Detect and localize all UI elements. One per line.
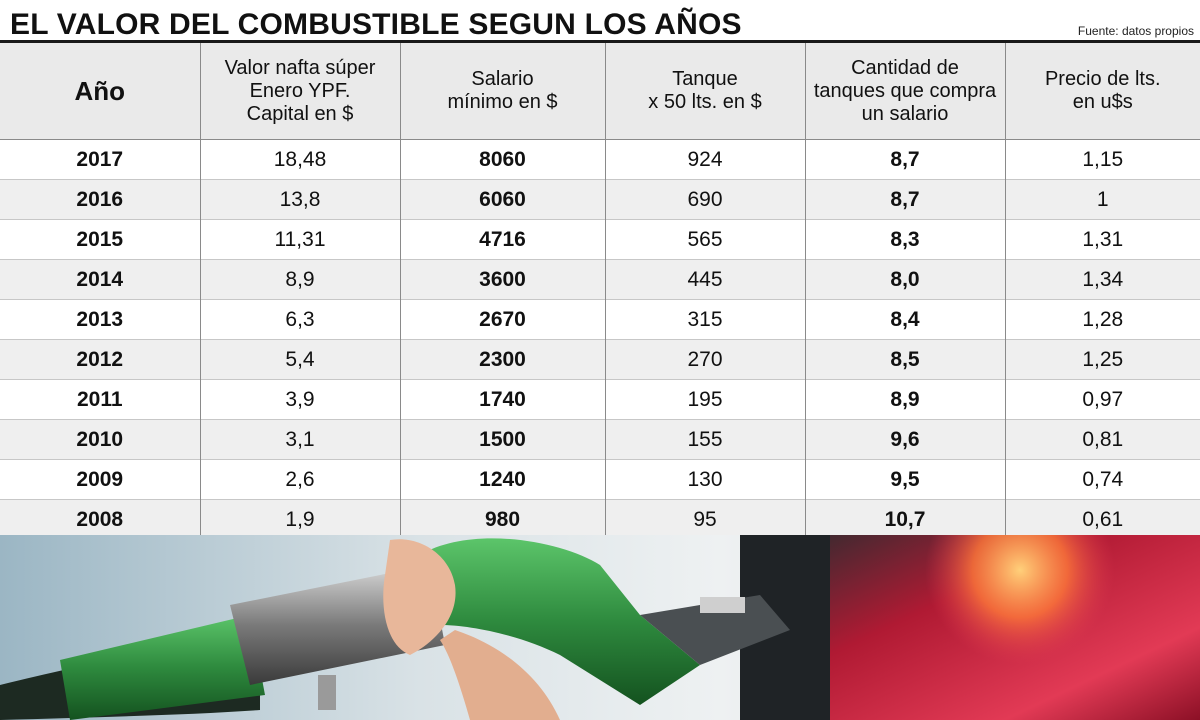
cell-price-usd: 1,31 (1004, 219, 1200, 260)
source-note: Fuente: datos propios (1077, 24, 1194, 38)
cell-tanks-per-salary: 8,7 (804, 179, 1005, 220)
table-row: 2008 1,9 980 95 10,7 0,61 (0, 499, 1200, 539)
cell-price-usd: 0,97 (1004, 379, 1200, 420)
cell-year: 2016 (0, 179, 200, 220)
cell-tank-cost: 130 (604, 459, 805, 500)
cell-year: 2012 (0, 339, 200, 380)
table-row: 2017 18,48 8060 924 8,7 1,15 (0, 139, 1200, 180)
table-row: 2016 13,8 6060 690 8,7 1 (0, 179, 1200, 220)
cell-year: 2011 (0, 379, 200, 420)
fuel-value-table: Año Valor nafta súper Enero YPF. Capital… (0, 43, 1200, 539)
cell-minimum-wage: 980 (399, 499, 605, 539)
cell-tank-cost: 315 (604, 299, 805, 340)
cell-tank-cost: 690 (604, 179, 805, 220)
cell-tanks-per-salary: 8,3 (804, 219, 1005, 260)
header-year: Año (0, 43, 200, 140)
cell-tanks-per-salary: 8,9 (804, 379, 1005, 420)
cell-minimum-wage: 6060 (399, 179, 605, 220)
cell-tank-cost: 270 (604, 339, 805, 380)
cell-year: 2017 (0, 139, 200, 180)
cell-fuel-price: 13,8 (199, 179, 400, 220)
cell-minimum-wage: 4716 (399, 219, 605, 260)
cell-fuel-price: 1,9 (199, 499, 400, 539)
table-row: 2012 5,4 2300 270 8,5 1,25 (0, 339, 1200, 380)
cell-price-usd: 1,15 (1004, 139, 1200, 180)
cell-fuel-price: 3,9 (199, 379, 400, 420)
cell-tanks-per-salary: 9,6 (804, 419, 1005, 460)
cell-fuel-price: 18,48 (199, 139, 400, 180)
cell-minimum-wage: 1500 (399, 419, 605, 460)
cell-fuel-price: 6,3 (199, 299, 400, 340)
table-row: 2011 3,9 1740 195 8,9 0,97 (0, 379, 1200, 420)
header-fuel-price: Valor nafta súper Enero YPF. Capital en … (199, 43, 400, 140)
table-row: 2014 8,9 3600 445 8,0 1,34 (0, 259, 1200, 300)
table-row: 2010 3,1 1500 155 9,6 0,81 (0, 419, 1200, 460)
cell-price-usd: 1,25 (1004, 339, 1200, 380)
cell-tank-cost: 155 (604, 419, 805, 460)
title-underline (0, 40, 1200, 43)
table-row: 2015 11,31 4716 565 8,3 1,31 (0, 219, 1200, 260)
cell-price-usd: 0,74 (1004, 459, 1200, 500)
table-row: 2013 6,3 2670 315 8,4 1,28 (0, 299, 1200, 340)
cell-tank-cost: 95 (604, 499, 805, 539)
cell-year: 2010 (0, 419, 200, 460)
cell-minimum-wage: 2300 (399, 339, 605, 380)
cell-tanks-per-salary: 10,7 (804, 499, 1005, 539)
cell-year: 2008 (0, 499, 200, 539)
cell-fuel-price: 8,9 (199, 259, 400, 300)
cell-price-usd: 1 (1004, 179, 1200, 220)
cell-minimum-wage: 8060 (399, 139, 605, 180)
cell-minimum-wage: 2670 (399, 299, 605, 340)
cell-year: 2009 (0, 459, 200, 500)
cell-tank-cost: 565 (604, 219, 805, 260)
cell-tank-cost: 195 (604, 379, 805, 420)
header-tanks-per-salary: Cantidad de tanques que compra un salari… (804, 43, 1005, 140)
header-tank-cost: Tanque x 50 lts. en $ (604, 43, 805, 140)
cell-price-usd: 1,28 (1004, 299, 1200, 340)
cell-year: 2013 (0, 299, 200, 340)
cell-tanks-per-salary: 8,4 (804, 299, 1005, 340)
cell-price-usd: 0,61 (1004, 499, 1200, 539)
fuel-pump-photo (0, 535, 1200, 720)
cell-tanks-per-salary: 8,0 (804, 259, 1005, 300)
cell-tank-cost: 924 (604, 139, 805, 180)
cell-fuel-price: 3,1 (199, 419, 400, 460)
cell-fuel-price: 11,31 (199, 219, 400, 260)
cell-minimum-wage: 1240 (399, 459, 605, 500)
chart-title: EL VALOR DEL COMBUSTIBLE SEGUN LOS AÑOS (10, 8, 742, 41)
header-price-usd: Precio de lts. en u$s (1004, 43, 1200, 140)
header-minimum-wage: Salario mínimo en $ (399, 43, 605, 140)
cell-tank-cost: 445 (604, 259, 805, 300)
cell-minimum-wage: 1740 (399, 379, 605, 420)
table-header-row: Año Valor nafta súper Enero YPF. Capital… (0, 43, 1200, 140)
cell-tanks-per-salary: 9,5 (804, 459, 1005, 500)
cell-tanks-per-salary: 8,7 (804, 139, 1005, 180)
table-body: 2017 18,48 8060 924 8,7 1,15 2016 13,8 6060 690 8,… (0, 139, 1200, 539)
cell-fuel-price: 5,4 (199, 339, 400, 380)
cell-fuel-price: 2,6 (199, 459, 400, 500)
cell-year: 2015 (0, 219, 200, 260)
cell-tanks-per-salary: 8,5 (804, 339, 1005, 380)
cell-price-usd: 0,81 (1004, 419, 1200, 460)
cell-minimum-wage: 3600 (399, 259, 605, 300)
cell-year: 2014 (0, 259, 200, 300)
cell-price-usd: 1,34 (1004, 259, 1200, 300)
table-row: 2009 2,6 1240 130 9,5 0,74 (0, 459, 1200, 500)
